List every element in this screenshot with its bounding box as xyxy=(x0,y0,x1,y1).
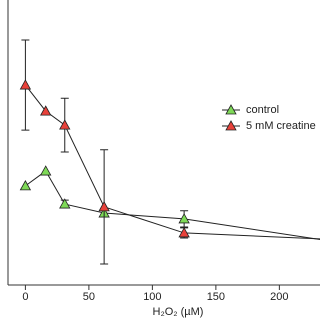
marker xyxy=(98,201,110,212)
marker xyxy=(59,198,71,209)
marker xyxy=(178,227,190,238)
x-tick-label: 50 xyxy=(83,291,95,303)
marker xyxy=(40,105,52,116)
x-axis-label: H₂O₂ (µM) xyxy=(153,306,204,318)
legend-marker xyxy=(225,120,237,131)
plot-area xyxy=(19,39,320,265)
legend-label: 5 mM creatine xyxy=(246,120,316,132)
marker xyxy=(178,213,190,224)
marker xyxy=(40,165,52,176)
marker xyxy=(19,180,32,191)
series-line xyxy=(25,84,320,240)
legend-marker xyxy=(225,104,237,115)
x-tick-label: 100 xyxy=(143,291,161,303)
marker xyxy=(59,119,71,130)
x-tick-label: 200 xyxy=(270,291,288,303)
marker xyxy=(19,79,32,90)
x-tick-label: 150 xyxy=(207,291,225,303)
legend-label: control xyxy=(246,104,279,116)
x-tick-label: 0 xyxy=(22,291,28,303)
